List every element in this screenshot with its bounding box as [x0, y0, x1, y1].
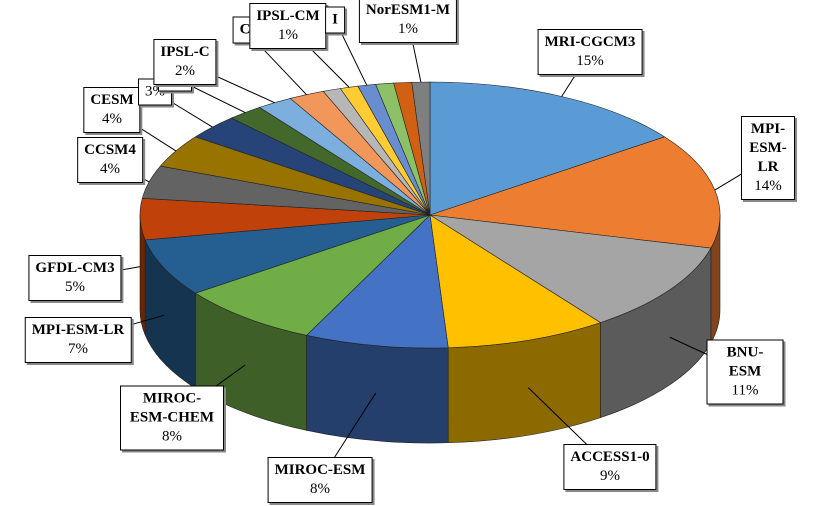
data-label: GFDL-CM3 5%	[28, 255, 122, 301]
data-label: CESM 4%	[83, 87, 141, 133]
label-value: 7%	[68, 341, 88, 357]
label-name: C	[239, 21, 251, 38]
label-name: MRI-CGCM3	[544, 34, 636, 50]
data-label: IPSL-CM 1%	[249, 3, 327, 49]
label-value: 15%	[576, 53, 604, 69]
data-label: MPI-ESM-LR 7%	[24, 317, 132, 363]
label-name: MIROC-ESM-CHEM	[129, 390, 215, 426]
data-label: I	[325, 6, 345, 34]
data-label: MPI-ESM-LR 14%	[741, 116, 795, 200]
label-name: MPI-ESM-LR	[749, 121, 787, 175]
label-name: GFDL-CM3	[35, 260, 115, 276]
label-name: BNU-ESM	[726, 344, 764, 380]
label-name: MPI-ESM-LR	[31, 322, 125, 338]
label-name: IPSL-CM	[256, 8, 320, 24]
slice	[429, 81, 666, 216]
data-label: MIROC-ESM 8%	[267, 457, 373, 503]
data-label: MIROC-ESM-CHEM 8%	[120, 385, 224, 451]
slice	[429, 136, 721, 249]
pie-tops	[139, 81, 721, 349]
label-value: 9%	[600, 468, 620, 484]
label-value: 1%	[278, 27, 298, 43]
pie-sides	[139, 214, 721, 444]
slice	[305, 214, 449, 349]
label-value: 14%	[754, 178, 782, 194]
label-value: 11%	[731, 382, 759, 399]
slice	[144, 214, 431, 294]
label-value: 1%	[398, 21, 418, 37]
label-value: 2%	[175, 63, 195, 79]
label-name: NorESM1-M	[365, 2, 451, 18]
label-name: CESM	[90, 92, 134, 108]
data-label: CCSM4 4%	[77, 137, 143, 183]
data-label: MRI-CGCM3 15%	[537, 29, 643, 75]
data-label: BNU-ESM 11%	[706, 339, 784, 405]
label-name: MIROC-ESM	[274, 462, 366, 478]
label-value: 8%	[162, 428, 182, 445]
label-value: 4%	[99, 161, 120, 177]
label-name: CCSM4	[84, 142, 136, 158]
data-label: NorESM1-M 1%	[358, 0, 458, 43]
slice-side	[306, 334, 449, 444]
slice	[429, 214, 712, 323]
label-name: ACCESS1-0	[570, 449, 650, 465]
label-value: 4%	[102, 111, 122, 127]
data-label: ACCESS1-0 9%	[563, 444, 657, 490]
label-value: 5%	[65, 279, 85, 295]
label-name: IPSL-C	[160, 44, 210, 60]
label-value: 8%	[309, 481, 330, 497]
slice	[194, 214, 431, 336]
slice	[411, 81, 431, 216]
label-name: I	[332, 11, 338, 28]
slice	[429, 214, 602, 349]
data-label: IPSL-C 2%	[153, 39, 217, 85]
